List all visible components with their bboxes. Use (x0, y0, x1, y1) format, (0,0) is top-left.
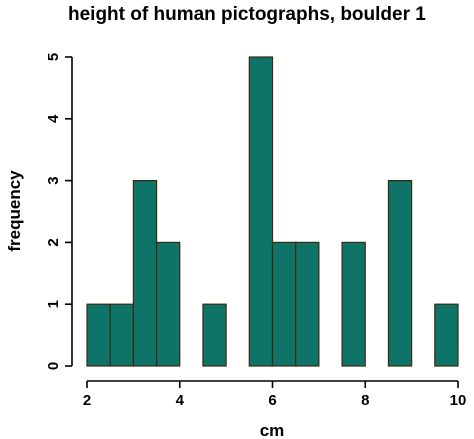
histogram-bar (155, 241, 181, 367)
histogram-bar (132, 180, 158, 367)
y-tick-label: 0 (45, 362, 62, 370)
histogram-bar (271, 241, 297, 367)
y-tick-label: 5 (45, 53, 62, 61)
x-tick-label: 2 (83, 392, 91, 409)
y-axis: 0 1 2 3 4 5 (45, 53, 73, 370)
x-tick-label: 8 (361, 392, 369, 409)
histogram-bar (109, 303, 134, 367)
y-tick-label: 1 (45, 300, 62, 308)
histogram-bar (202, 303, 227, 367)
histogram-bar (434, 303, 459, 367)
y-tick-label: 3 (45, 176, 62, 184)
histogram-bar (387, 180, 413, 367)
y-axis-label: frequency (5, 170, 24, 252)
histogram-bar (295, 241, 320, 367)
x-axis: 2 4 6 8 10 (83, 380, 467, 409)
histogram-bar (341, 241, 366, 367)
y-tick-label: 2 (45, 238, 62, 246)
histogram-bar (86, 303, 111, 367)
x-tick-label: 10 (450, 392, 467, 409)
x-tick-label: 4 (176, 392, 185, 409)
x-axis-label: cm (260, 421, 285, 439)
histogram-bar (248, 56, 274, 367)
y-tick-label: 4 (45, 114, 62, 123)
x-tick-label: 6 (268, 392, 276, 409)
chart-title: height of human pictographs, boulder 1 (68, 4, 426, 25)
bars-layer (86, 56, 459, 367)
